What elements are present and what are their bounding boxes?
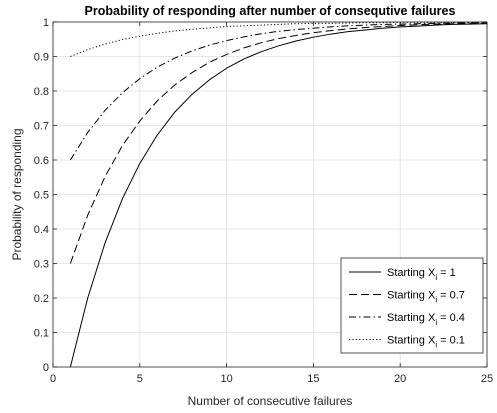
y-tick-label: 0.7 [34, 121, 49, 133]
x-tick-label: 20 [394, 373, 406, 385]
y-tick-label: 0.2 [34, 293, 49, 305]
legend-entry-prefix: Starting X [387, 312, 436, 324]
legend-box [340, 257, 484, 354]
legend-entry-subscript: i [435, 318, 437, 327]
series-line-0-7 [69, 22, 488, 264]
legend-entry-prefix: Starting X [387, 267, 436, 279]
plot-frame [52, 21, 488, 368]
chart-title: Probability of responding after number o… [85, 4, 456, 18]
x-axis-label: Number of consecutive failures [188, 394, 353, 408]
series-line-0-4 [69, 22, 487, 161]
legend-entry-prefix: Starting X [387, 290, 436, 302]
legend-entry-suffix: = 0.7 [437, 290, 465, 302]
x-tick-label: 10 [220, 373, 232, 385]
y-tick-label: 0.8 [34, 86, 49, 98]
y-tick-label: 0.5 [34, 190, 49, 202]
x-tick-label: 25 [481, 373, 493, 385]
legend-entry-subscript: i [435, 296, 437, 305]
y-tick-label: 0 [43, 362, 49, 374]
legend-entry-suffix: = 0.1 [437, 335, 465, 347]
y-tick-label: 0.3 [34, 259, 49, 271]
legend-entry-subscript: i [435, 341, 437, 350]
legend-entry: Starting Xi = 0.7 [387, 290, 465, 305]
ticks: 0 5 10 15 20 25 0 0.1 0.2 0.3 0.4 0.5 0.6 0.7 0.8 0.9 1 [34, 17, 493, 385]
y-axis-label: Probability of responding [10, 128, 24, 260]
x-tick-label: 15 [307, 373, 319, 385]
legend-entry-suffix: = 0.4 [437, 312, 465, 324]
x-tick-label: 0 [50, 373, 56, 385]
y-tick-label: 0.9 [34, 52, 49, 64]
y-tick-label: 0.1 [34, 328, 49, 340]
legend-entry: Starting Xi = 0.4 [387, 312, 465, 327]
legend-entry-subscript: i [435, 273, 437, 282]
legend-entry-suffix: = 1 [437, 267, 456, 279]
legend-entry: Starting Xi = 0.1 [387, 335, 465, 350]
y-tick-label: 0.6 [34, 155, 49, 167]
legend-entry: Starting Xi = 1 [387, 267, 456, 282]
series-line-1 [69, 23, 488, 368]
y-tick-label: 1 [43, 17, 49, 29]
x-tick-label: 5 [137, 373, 143, 385]
y-tick-label: 0.4 [34, 224, 49, 236]
legend-entry-prefix: Starting X [387, 335, 436, 347]
